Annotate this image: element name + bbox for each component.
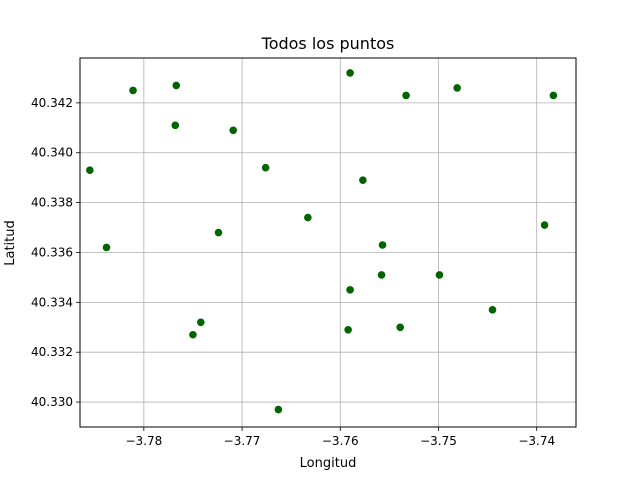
x-tick-label: −3.74 bbox=[518, 434, 555, 448]
data-point bbox=[344, 325, 352, 334]
x-tick-label: −3.76 bbox=[322, 434, 359, 448]
data-point bbox=[102, 243, 111, 252]
data-point bbox=[304, 213, 312, 222]
y-tick-label: 40.334 bbox=[31, 295, 73, 309]
data-point bbox=[171, 121, 180, 130]
data-point bbox=[540, 221, 549, 229]
data-point bbox=[435, 271, 444, 279]
y-tick-label: 40.342 bbox=[31, 96, 73, 110]
y-tick-label: 40.332 bbox=[31, 345, 73, 359]
x-tick-label: −3.78 bbox=[125, 434, 162, 448]
data-point bbox=[86, 166, 94, 174]
data-point bbox=[261, 163, 270, 172]
data-point bbox=[359, 176, 367, 184]
y-tick-label: 40.338 bbox=[31, 196, 73, 210]
data-point bbox=[274, 405, 283, 414]
data-point bbox=[378, 241, 387, 249]
plot-area-frame bbox=[79, 57, 577, 428]
y-tick-label: 40.336 bbox=[31, 245, 73, 259]
data-point bbox=[453, 84, 461, 92]
data-point bbox=[214, 228, 223, 237]
data-point bbox=[129, 86, 137, 95]
y-axis-label: Latitud bbox=[3, 220, 18, 266]
y-axis-ticks: 40.330 40.332 40.334 40.336 40.338 40.340 40.3… bbox=[31, 96, 80, 409]
x-axis-label: Longitud bbox=[300, 456, 357, 471]
data-point bbox=[402, 91, 410, 100]
data-point bbox=[189, 330, 197, 339]
data-point bbox=[346, 69, 354, 77]
y-tick-label: 40.340 bbox=[31, 146, 73, 160]
y-tick-label: 40.330 bbox=[31, 395, 73, 409]
x-tick-label: −3.77 bbox=[224, 434, 261, 448]
x-axis-ticks: −3.78 −3.77 −3.76 −3.75 −3.74 bbox=[125, 427, 555, 448]
data-point bbox=[488, 306, 497, 314]
chart-title: Todos los puntos bbox=[261, 34, 395, 53]
data-point bbox=[172, 81, 181, 90]
data-point bbox=[549, 91, 558, 100]
x-tick-label: −3.75 bbox=[420, 434, 457, 448]
data-point bbox=[346, 286, 354, 294]
data-point bbox=[396, 323, 404, 332]
data-point bbox=[229, 126, 238, 135]
data-points bbox=[86, 69, 558, 414]
data-point bbox=[377, 271, 386, 279]
data-point bbox=[197, 318, 205, 327]
grid-lines bbox=[80, 58, 576, 427]
